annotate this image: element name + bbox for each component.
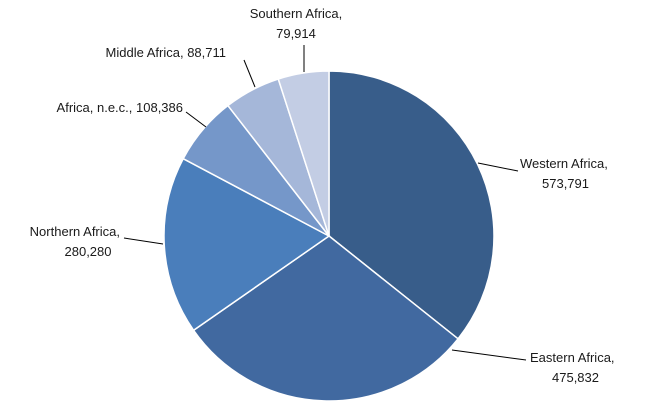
data-label: Southern Africa, 79,914 — [250, 6, 343, 41]
data-label: Eastern Africa, 475,832 — [530, 350, 615, 385]
leader-lines — [123, 45, 527, 361]
leader-line — [451, 349, 527, 361]
data-label-value: 280,280 — [65, 244, 112, 259]
pie-slices — [163, 70, 495, 402]
data-label: Western Africa, 573,791 — [520, 156, 608, 191]
pie-slice-eastern-africa — [192, 235, 460, 402]
leader-line — [123, 237, 164, 245]
data-label-value: 79,914 — [276, 26, 316, 41]
data-label: Middle Africa, 88,711 — [106, 45, 226, 60]
data-labels: Western Africa, 573,791 Eastern Africa, 475… — [30, 6, 615, 385]
leader-line — [243, 59, 256, 88]
data-label-category: Western Africa, — [520, 156, 608, 171]
data-label: Africa, n.e.c., 108,386 — [57, 100, 183, 115]
data-label-category: Eastern Africa, — [530, 350, 615, 365]
pie-slice-southern-africa — [277, 70, 330, 237]
data-label-value: 573,791 — [542, 176, 589, 191]
data-label-value: 475,832 — [552, 370, 599, 385]
data-label-category: Southern Africa, — [250, 6, 343, 21]
pie-slice-northern-africa — [163, 157, 331, 332]
pie-slice-western-africa — [328, 70, 495, 340]
leader-line — [477, 162, 519, 172]
data-label: Northern Africa, 280,280 — [30, 224, 120, 259]
data-label-category: Northern Africa, — [30, 224, 120, 239]
leader-line — [185, 111, 207, 128]
